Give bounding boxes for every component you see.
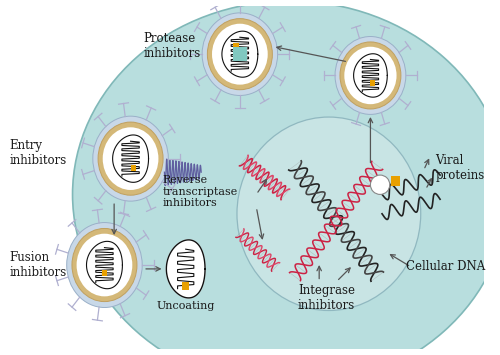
Polygon shape (354, 54, 388, 97)
Text: Viral
proteins: Viral proteins (435, 154, 484, 182)
Ellipse shape (208, 18, 272, 90)
Text: Fusion
inhibitors: Fusion inhibitors (10, 251, 67, 279)
Ellipse shape (202, 13, 278, 95)
Ellipse shape (212, 24, 268, 84)
Text: Cellular DNA: Cellular DNA (406, 261, 485, 273)
Ellipse shape (93, 116, 168, 201)
Ellipse shape (102, 127, 158, 190)
Polygon shape (86, 241, 122, 289)
Bar (182, 282, 189, 290)
Text: Protease
inhibitors: Protease inhibitors (143, 32, 201, 60)
Ellipse shape (72, 229, 137, 302)
Bar (102, 270, 107, 276)
Ellipse shape (76, 234, 132, 296)
Ellipse shape (237, 117, 420, 311)
Bar (370, 80, 375, 86)
Bar (233, 43, 239, 49)
Ellipse shape (98, 122, 163, 195)
Text: Entry
inhibitors: Entry inhibitors (10, 139, 67, 167)
Text: Integrase
inhibitors: Integrase inhibitors (298, 284, 355, 312)
Bar (390, 176, 400, 186)
Bar (233, 48, 246, 61)
Bar (130, 165, 136, 171)
Ellipse shape (344, 47, 397, 104)
Ellipse shape (340, 42, 401, 109)
Circle shape (370, 175, 390, 195)
Ellipse shape (66, 223, 142, 307)
Ellipse shape (72, 1, 500, 355)
Polygon shape (222, 31, 258, 77)
Text: Uncoating: Uncoating (156, 301, 215, 311)
Text: Reverse
transcriptase
inhibitors: Reverse transcriptase inhibitors (162, 175, 238, 208)
Ellipse shape (335, 37, 406, 114)
Polygon shape (166, 240, 205, 298)
Polygon shape (112, 135, 148, 182)
